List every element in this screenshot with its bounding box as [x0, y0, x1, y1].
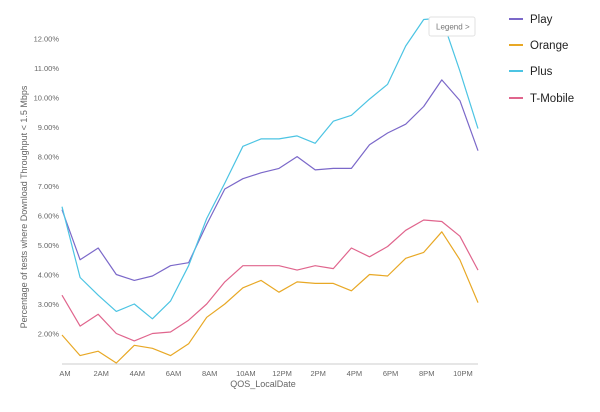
legend-item-orange[interactable]: Orange — [509, 40, 568, 52]
x-tick-label: 4AM — [130, 369, 145, 378]
x-tick-label: 2AM — [93, 369, 108, 378]
y-tick-label: 3.00% — [38, 300, 60, 309]
x-tick-label: 6AM — [166, 369, 181, 378]
legend-button-label: Legend — [436, 23, 463, 32]
x-tick-label: 12PM — [272, 369, 292, 378]
legend-button[interactable]: Legend > — [428, 16, 476, 37]
y-tick-label: 4.00% — [38, 271, 60, 280]
series-line-orange — [61, 231, 479, 364]
x-axis-title: QOS_LocalDate — [230, 379, 296, 389]
x-tick-label: 10AM — [236, 369, 256, 378]
x-tick-label: AM — [59, 369, 70, 378]
legend-label: Plus — [530, 66, 553, 78]
y-axis-ticks: 2.00% 3.00% 4.00% 5.00% 6.00% 7.00% 8.00% 9.00%… — [34, 35, 60, 339]
y-tick-label: 6.00% — [38, 212, 60, 221]
y-tick-label: 2.00% — [38, 330, 60, 339]
x-tick-label: 2PM — [311, 369, 326, 378]
legend-label: T-Mobile — [530, 93, 574, 105]
legend: Play Orange Plus T-Mobile — [509, 14, 574, 105]
chevron-right-icon: > — [465, 23, 470, 32]
y-tick-label: 10.00% — [34, 94, 60, 103]
x-tick-label: 6PM — [383, 369, 398, 378]
y-axis-title: Percentage of tests where Download Throu… — [19, 85, 29, 328]
x-tick-label: 8AM — [202, 369, 217, 378]
x-tick-label: 4PM — [347, 369, 362, 378]
x-axis-ticks: AM 2AM 4AM 6AM 8AM 10AM 12PM 2PM 4PM 6PM 8PM 10PM — [59, 369, 472, 378]
series-line-plus — [61, 17, 479, 320]
y-tick-label: 12.00% — [34, 35, 60, 44]
series-lines — [61, 17, 479, 364]
legend-item-play[interactable]: Play — [509, 14, 553, 26]
y-tick-label: 9.00% — [38, 123, 60, 132]
series-line-t-mobile — [61, 219, 479, 342]
legend-label: Orange — [530, 40, 568, 52]
y-tick-label: 5.00% — [38, 241, 60, 250]
series-line-play — [61, 79, 479, 281]
x-tick-label: 8PM — [419, 369, 434, 378]
legend-label: Play — [530, 14, 553, 26]
legend-item-t-mobile[interactable]: T-Mobile — [509, 93, 574, 105]
legend-item-plus[interactable]: Plus — [509, 66, 553, 78]
y-tick-label: 8.00% — [38, 153, 60, 162]
y-tick-label: 11.00% — [34, 64, 59, 73]
x-tick-label: 10PM — [453, 369, 473, 378]
y-tick-label: 7.00% — [38, 182, 60, 191]
